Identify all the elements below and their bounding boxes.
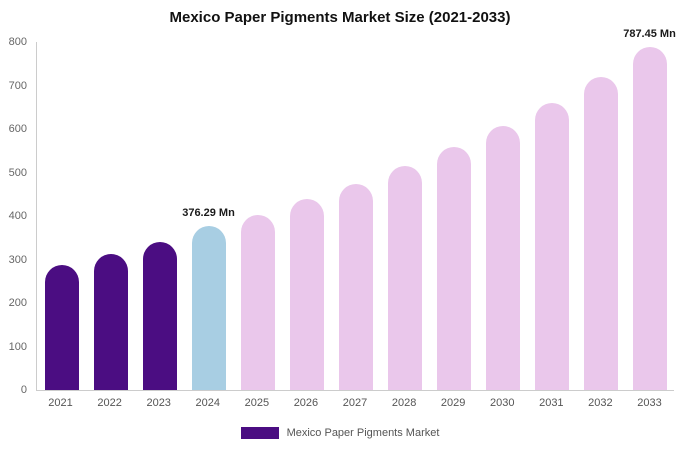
bar-slot <box>282 42 331 390</box>
x-tick-label: 2031 <box>539 397 564 409</box>
y-tick-label: 100 <box>8 340 27 353</box>
bar-2022 <box>93 254 128 390</box>
bar-slot <box>135 42 184 390</box>
y-tick-label: 400 <box>8 210 27 222</box>
legend-swatch-icon <box>240 427 279 439</box>
bar-2029 <box>436 147 471 390</box>
bar-slot: 376.29 Mn <box>182 42 235 390</box>
bar-slot <box>233 42 282 390</box>
bar-2028 <box>387 166 422 390</box>
y-axis: 0 100 200 300 400 500 600 700 800 <box>0 36 32 396</box>
bar-slot <box>380 42 429 390</box>
y-tick-label: 700 <box>8 79 27 92</box>
bar-2033 <box>632 47 667 390</box>
bar-slot <box>429 42 478 390</box>
bar-2032 <box>583 76 618 390</box>
data-label: 787.45 Mn <box>623 28 676 41</box>
bar-2024 <box>191 226 226 390</box>
bar-slot <box>86 42 135 390</box>
legend: Mexico Paper Pigments Market <box>0 427 680 439</box>
y-tick-label: 800 <box>8 36 27 48</box>
x-tick-label: 2023 <box>146 397 171 409</box>
data-label: 376.29 Mn <box>182 207 235 220</box>
x-axis-labels: 2021 2022 2023 2024 2025 2026 2027 2028 2029 2030… <box>36 397 674 409</box>
y-tick-label: 0 <box>20 384 27 396</box>
x-tick-label: 2033 <box>637 397 662 409</box>
y-tick-label: 300 <box>8 253 27 266</box>
bar-2026 <box>289 199 324 390</box>
x-tick-label: 2030 <box>490 397 515 409</box>
bar-2025 <box>240 215 275 390</box>
chart-title: Mexico Paper Pigments Market Size (2021-… <box>169 9 511 26</box>
bar-2031 <box>534 102 569 390</box>
bars-row: 376.29 Mn 787.45 Mn <box>37 28 676 390</box>
y-tick-label: 200 <box>8 297 27 309</box>
x-tick-label: 2021 <box>48 397 73 409</box>
x-tick-label: 2026 <box>293 397 319 409</box>
x-tick-label: 2025 <box>244 397 270 409</box>
bar-slot: 787.45 Mn <box>623 28 676 390</box>
x-tick-label: 2022 <box>97 397 122 409</box>
bar-2030 <box>485 125 520 390</box>
bar-slot <box>576 42 625 390</box>
legend-label: Mexico Paper Pigments Market <box>286 427 440 439</box>
bar-2027 <box>338 184 373 390</box>
bar-slot <box>478 42 527 390</box>
x-tick-label: 2027 <box>342 397 368 409</box>
bar-2021 <box>44 264 79 390</box>
x-tick-label: 2028 <box>391 397 417 409</box>
x-tick-label: 2024 <box>195 397 221 409</box>
bar-2023 <box>142 242 177 390</box>
bar-slot <box>527 42 576 390</box>
x-tick-label: 2032 <box>588 397 613 409</box>
y-tick-label: 600 <box>8 123 27 135</box>
bar-slot <box>331 42 380 390</box>
x-tick-label: 2029 <box>440 397 466 409</box>
bar-slot <box>37 42 86 390</box>
plot-area: 376.29 Mn 787.45 Mn <box>36 28 676 391</box>
y-tick-label: 500 <box>8 166 27 179</box>
